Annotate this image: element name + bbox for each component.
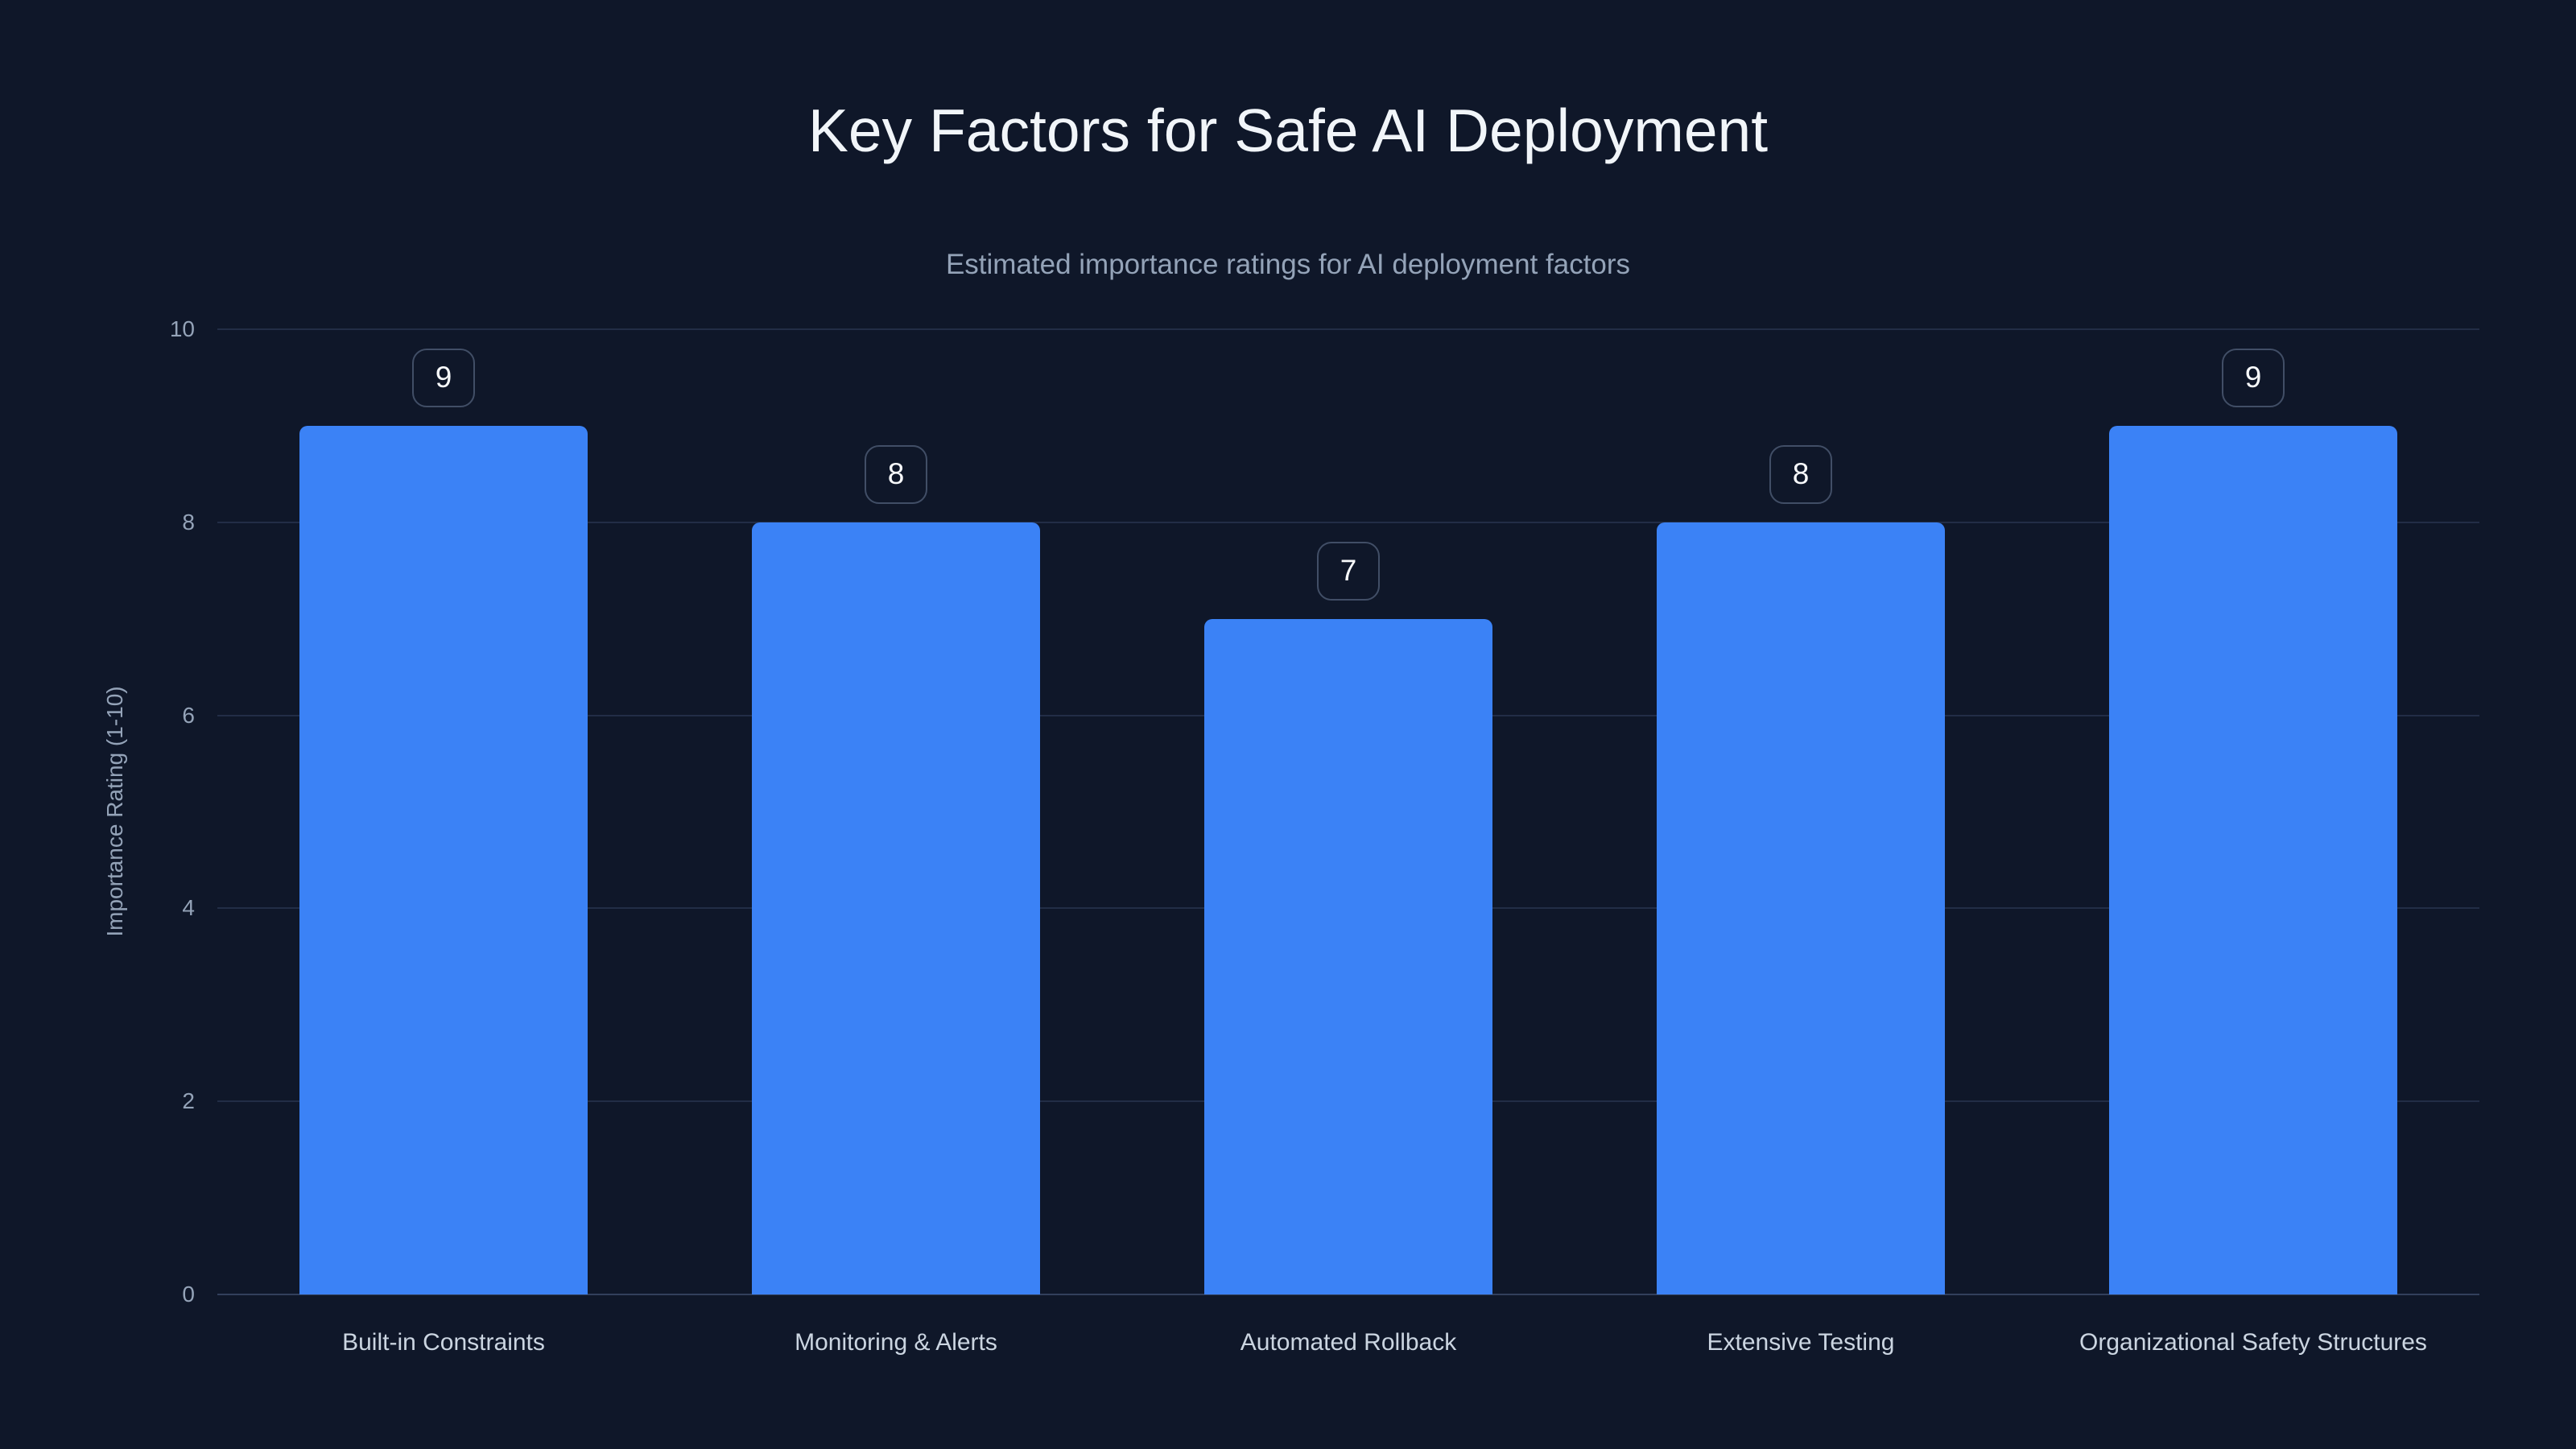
bar — [1657, 522, 1945, 1294]
bar-value-badge: 9 — [412, 348, 475, 407]
gridline — [217, 521, 2479, 523]
bar-value-badge: 9 — [2222, 348, 2285, 407]
gridline — [217, 1294, 2479, 1295]
y-tick-label: 0 — [182, 1282, 195, 1307]
bar — [752, 522, 1040, 1294]
bar-slot: 9 Organizational Safety Structures — [2027, 329, 2479, 1356]
y-tick-label: 4 — [182, 895, 195, 921]
bar — [2109, 425, 2397, 1294]
x-axis-label: Extensive Testing — [1707, 1329, 1895, 1356]
y-tick-label: 10 — [169, 316, 195, 341]
bar-slot: 8 Monitoring & Alerts — [670, 329, 1122, 1356]
bar-slot: 7 Automated Rollback — [1122, 329, 1575, 1356]
bar-slot: 8 Extensive Testing — [1575, 329, 2027, 1356]
gridline — [217, 328, 2479, 330]
chart-subtitle: Estimated importance ratings for AI depl… — [945, 249, 1631, 280]
x-axis-label: Monitoring & Alerts — [795, 1329, 997, 1356]
y-tick-label: 6 — [182, 702, 195, 728]
bar-value-badge: 8 — [865, 444, 927, 504]
bar — [1204, 618, 1492, 1294]
bar — [299, 425, 588, 1294]
bar-value-badge: 8 — [1769, 444, 1832, 504]
y-tick-label: 8 — [182, 509, 195, 535]
x-axis-label: Built-in Constraints — [342, 1329, 545, 1356]
bar-slot: 9 Built-in Constraints — [217, 329, 670, 1356]
chart-title: Key Factors for Safe AI Deployment — [807, 97, 1769, 164]
x-axis-label: Automated Rollback — [1240, 1329, 1457, 1356]
bar-value-badge: 7 — [1317, 541, 1380, 601]
plot-area: 0 2 4 6 8 10 9 Built-in Constraints 8 Monitoring … — [170, 318, 2479, 1356]
x-axis-label: Organizational Safety Structures — [2079, 1329, 2427, 1356]
y-tick-label: 2 — [182, 1088, 195, 1114]
